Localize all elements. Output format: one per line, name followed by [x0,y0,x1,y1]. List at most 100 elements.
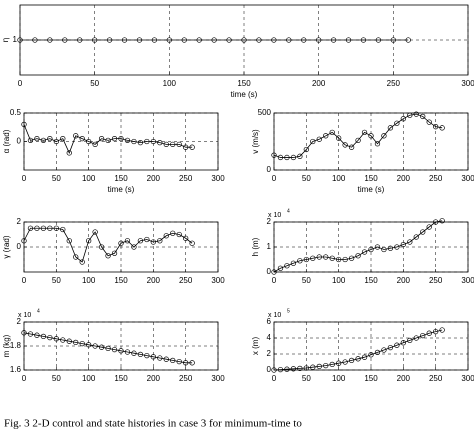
data-point [189,360,195,366]
data-point [157,139,163,146]
data-point [277,366,284,373]
data-point [40,333,47,340]
data-point [394,342,400,348]
data-point [118,240,124,246]
data-point [368,133,374,139]
data-point [355,253,361,259]
data-point [157,238,163,244]
data-point [118,348,124,354]
data-point [34,332,40,338]
y-tick-label: 0 [267,365,272,374]
data-point [361,249,368,255]
data-point [157,355,163,361]
data-point [433,219,439,225]
data-point [137,351,144,358]
data-point [301,37,307,43]
data-point [92,141,98,148]
x-tick-label: 150 [364,374,378,383]
data-point [189,240,195,246]
data-point [77,37,83,43]
y-tick-label: 1.8 [10,341,22,350]
data-point [284,154,290,161]
y-axis-label: h (m) [251,237,260,256]
x-tick-label: 150 [114,374,128,383]
axis-multiplier: x 10 [18,312,31,319]
data-point [355,137,361,144]
data-point [73,133,79,139]
data-point [137,139,144,146]
data-point [284,263,290,269]
data-point [284,366,290,372]
caption: Fig. 3 2-D control and state histories i… [4,418,302,430]
data-point [413,111,419,117]
data-point [17,37,23,43]
data-point [310,255,316,261]
series-line [273,113,443,158]
data-point [105,137,111,144]
data-point [342,142,348,148]
data-point [62,37,68,43]
data-point [79,259,85,265]
data-point [405,37,411,43]
y-tick-label: 0.5 [10,108,22,117]
data-point [124,137,131,144]
data-point [111,135,118,142]
data-point [439,327,445,333]
data-point [144,236,150,243]
x-tick-label: 200 [147,374,161,383]
y-tick-label: 6 [267,317,272,326]
data-point [106,37,113,43]
x-tick-label: 300 [461,174,474,183]
data-point [66,150,72,156]
data-point [387,344,394,351]
data-point [390,37,396,43]
data-point [47,225,53,231]
data-point [420,229,426,235]
data-point [53,225,59,231]
x-tick-label: 200 [312,79,326,88]
x-tick-label: 50 [52,374,61,383]
x-tick-label: 100 [82,276,96,285]
data-point [342,359,348,365]
x-tick-label: 0 [22,374,27,383]
data-point [271,152,277,158]
data-point [21,238,27,244]
axis-multiplier: x 10 [268,212,281,219]
x-tick-label: 300 [461,374,474,383]
data-point [189,144,195,150]
data-point [131,138,137,145]
data-point [92,343,98,349]
x-tick-label: 200 [397,174,411,183]
data-point [336,256,342,263]
data-point [34,225,40,231]
data-point [368,246,374,253]
data-point [345,37,352,43]
x-tick-label: 100 [332,174,346,183]
data-point [98,135,105,142]
data-point [348,255,355,261]
data-point [368,352,374,358]
y-axis-label: γ (rad) [2,235,11,258]
x-tick-label: 150 [364,276,378,285]
data-point [420,113,426,120]
series-line [273,220,443,273]
data-point [124,238,131,244]
y-tick-label: 1.6 [10,365,22,374]
data-point [60,135,66,142]
x-tick-label: 100 [163,79,177,88]
data-point [329,255,335,261]
y-axis-label: η [1,38,10,42]
x-tick-label: 50 [302,276,311,285]
data-point [303,256,309,263]
series-line [23,332,193,364]
x-tick-label: 50 [302,374,311,383]
axis-exponent: 4 [287,208,290,214]
data-point [73,254,79,260]
x-tick-label: 50 [52,276,61,285]
data-point [86,342,92,348]
data-point [183,144,189,150]
data-point [144,138,150,145]
data-point [176,231,182,238]
axis-multiplier: x 10 [268,312,281,319]
x-tick-label: 0 [18,79,23,88]
